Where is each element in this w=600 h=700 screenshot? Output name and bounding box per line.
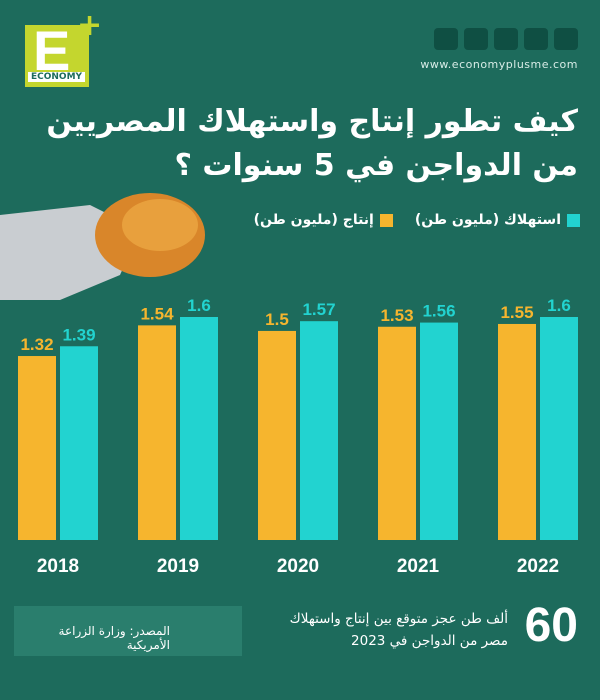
value-label: 1.56 — [422, 302, 455, 321]
bar — [378, 326, 416, 540]
value-label: 1.5 — [265, 310, 289, 329]
bar — [258, 330, 296, 540]
x-tick-label: 2020 — [277, 556, 319, 577]
website: www.economyplusme.com — [420, 58, 578, 71]
social-icon[interactable] — [494, 28, 518, 50]
legend: استهلاك (مليون طن) إنتاج (مليون طن) — [254, 212, 580, 228]
illustration — [0, 193, 205, 300]
social-icon[interactable] — [524, 28, 548, 50]
value-label: 1.6 — [547, 296, 571, 315]
bar — [60, 346, 98, 540]
value-label: 1.39 — [62, 325, 95, 344]
legend-label: إنتاج (مليون طن) — [253, 212, 374, 228]
source: المصدر: وزارة الزراعة الأمريكية — [58, 624, 170, 652]
legend-swatch — [379, 213, 393, 227]
value-label: 1.6 — [187, 296, 211, 315]
legend-item: إنتاج (مليون طن) — [254, 212, 393, 228]
social-icons — [434, 28, 578, 50]
chart: 2018 1.32 1.39 2019 1.54 1.6 2020 1.5 1.57 2021 1.… — [0, 193, 578, 577]
footnote: ألف طن عجز متوقع بين إنتاج واستهلاك مصر … — [248, 608, 508, 652]
chart-title: كيف تطور إنتاج واستهلاك المصريين من الدو… — [18, 100, 578, 188]
value-label: 1.32 — [20, 335, 53, 354]
footnote-line: مصر من الدواجن في 2023 — [351, 633, 508, 649]
value-label: 1.54 — [140, 304, 174, 323]
logo-word: ECONOMY — [28, 72, 86, 82]
social-icon[interactable] — [554, 28, 578, 50]
bar — [180, 317, 218, 540]
bar — [420, 322, 458, 540]
title-line: من الدواجن في 5 سنوات ؟ — [174, 148, 578, 183]
value-label: 1.57 — [302, 300, 335, 319]
footnote-line: ألف طن عجز متوقع بين إنتاج واستهلاك — [289, 611, 508, 627]
bar — [138, 325, 176, 540]
legend-swatch — [567, 213, 580, 227]
bar — [540, 317, 578, 540]
x-tick-label: 2019 — [157, 556, 199, 577]
social-icon[interactable] — [464, 28, 488, 50]
x-tick-label: 2021 — [397, 556, 440, 577]
highlight-number: 60 — [524, 599, 578, 652]
legend-item: استهلاك (مليون طن) — [415, 212, 580, 228]
legend-label: استهلاك (مليون طن) — [414, 212, 561, 228]
value-label: 1.53 — [380, 306, 413, 325]
source-box — [14, 606, 242, 656]
bar — [498, 323, 536, 540]
value-label: 1.55 — [500, 303, 533, 322]
x-tick-label: 2018 — [37, 556, 79, 577]
bar — [18, 356, 56, 540]
title-line: كيف تطور إنتاج واستهلاك المصريين — [46, 104, 578, 139]
bar — [300, 321, 338, 540]
logo-plus: + — [77, 8, 103, 43]
x-tick-label: 2022 — [517, 556, 559, 577]
logo-letter: E — [33, 19, 71, 82]
social-icon[interactable] — [434, 28, 458, 50]
